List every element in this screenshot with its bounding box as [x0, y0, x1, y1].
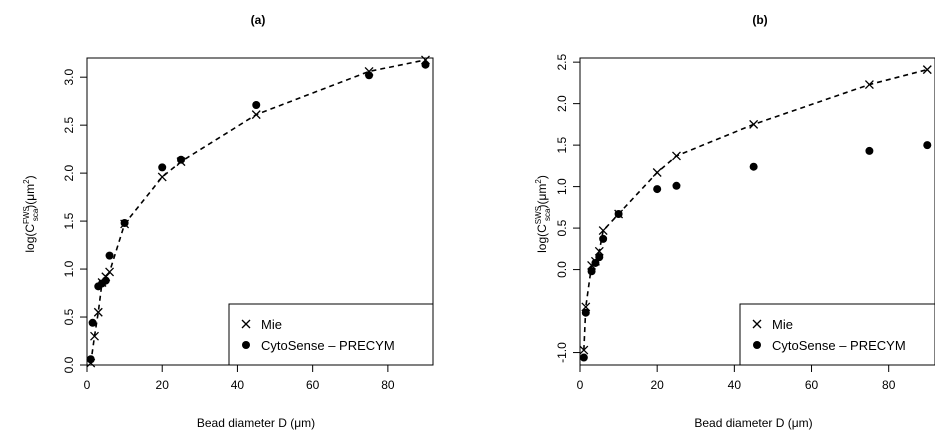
- legend-label: CytoSense – PRECYM: [261, 338, 395, 353]
- cytosense-point: [672, 181, 681, 190]
- x-tick-label: 60: [306, 378, 320, 392]
- mie-point-stroke: [93, 307, 103, 317]
- mie-point: [93, 307, 103, 317]
- y-tick-label: 2.0: [62, 164, 76, 181]
- mie-point-stroke: [581, 302, 591, 312]
- chart-panel-a: (a) 0 20 40 60 80 0.0 0.5 1.0 1.5 2.0 2.5 3.0 Bead di…: [22, 13, 434, 430]
- y-tick-label: 1.0: [62, 260, 76, 277]
- cytosense-point: [86, 355, 95, 364]
- chart-panel-b: (b) 0 20 40 60 80 -1.0 0.0 0.5 1.0 1.5 2.0 2.5 Bead d…: [534, 13, 935, 430]
- cytosense-point: [599, 234, 608, 243]
- legend-label: CytoSense – PRECYM: [772, 338, 906, 353]
- cytosense-point: [120, 219, 129, 228]
- legend-box: [739, 303, 935, 366]
- legend-label: Mie: [261, 317, 282, 332]
- x-axis-label: Bead diameter D (μm): [694, 416, 812, 430]
- x-tick-label: 60: [805, 378, 819, 392]
- cytosense-point: [101, 276, 110, 285]
- x-tick-label: 0: [577, 378, 584, 392]
- y-tick-label: 2.5: [62, 116, 76, 133]
- x-tick-label: 20: [650, 378, 664, 392]
- mie-point: [105, 267, 115, 277]
- y-tick-label: 1.5: [555, 136, 569, 153]
- legend: Mie CytoSense – PRECYM: [739, 303, 935, 366]
- x-tick-label: 40: [728, 378, 742, 392]
- mie-point: [90, 331, 99, 341]
- chart-title: (b): [752, 13, 767, 27]
- cytosense-point: [923, 141, 932, 150]
- legend-label: Mie: [772, 317, 793, 332]
- cytosense-point: [105, 251, 114, 260]
- legend-x-marker: [241, 319, 251, 329]
- legend-dot-marker: [753, 341, 761, 349]
- cytosense-point: [865, 146, 874, 155]
- mie-point: [157, 172, 167, 182]
- legend: Mie CytoSense – PRECYM: [228, 303, 434, 366]
- mie-point: [598, 226, 608, 236]
- x-tick-label: 20: [156, 378, 170, 392]
- y-axis-label: log(CSWSsca)(μm2): [534, 175, 552, 253]
- mie-dashed-line: [89, 59, 426, 364]
- y-tick-label: 2.0: [555, 95, 569, 112]
- cytosense-point: [653, 185, 662, 194]
- mie-point-stroke: [579, 345, 589, 355]
- cytosense-point: [579, 353, 588, 362]
- chart-title: (a): [251, 13, 266, 27]
- y-tick-label: 0.0: [62, 356, 76, 373]
- mie-point: [581, 302, 591, 312]
- cytosense-point: [591, 258, 600, 267]
- y-tick-label: 1.0: [555, 178, 569, 195]
- cytosense-point: [581, 308, 590, 317]
- mie-point: [922, 65, 932, 75]
- mie-point-stroke: [594, 246, 604, 256]
- y-tick-label: 2.5: [555, 53, 569, 70]
- cytosense-point: [749, 162, 758, 171]
- cytosense-point: [158, 163, 167, 172]
- mie-point-stroke: [157, 172, 167, 182]
- y-tick-label: 3.0: [62, 69, 76, 86]
- mie-point: [594, 246, 604, 256]
- mie-point-stroke: [922, 65, 932, 75]
- cytosense-point: [587, 267, 596, 276]
- y-axis-label: log(CFWSsca)(μm2): [22, 175, 40, 252]
- cytosense-point: [88, 318, 97, 327]
- legend-x-marker: [752, 319, 762, 329]
- x-axis-label: Bead diameter D (μm): [197, 416, 315, 430]
- x-tick-label: 80: [381, 378, 395, 392]
- legend-dot-marker: [242, 341, 250, 349]
- x-tick-label: 80: [882, 378, 896, 392]
- legend-box: [228, 303, 434, 366]
- mie-point-stroke: [864, 80, 874, 90]
- cytosense-point: [421, 60, 430, 69]
- cytosense-point: [595, 253, 604, 262]
- cytosense-point: [177, 155, 186, 164]
- y-tick-label: 0.5: [555, 219, 569, 236]
- mie-point-stroke: [251, 110, 261, 120]
- y-tick-label: -1.0: [555, 342, 569, 363]
- x-tick-label: 0: [84, 378, 91, 392]
- mie-point: [672, 151, 681, 161]
- mie-point-stroke: [749, 119, 759, 129]
- x-tick-label: 40: [231, 378, 245, 392]
- mie-point: [579, 345, 589, 355]
- mie-point-stroke: [672, 151, 681, 161]
- mie-point-stroke: [598, 226, 608, 236]
- mie-point-stroke: [105, 267, 115, 277]
- cytosense-point: [365, 71, 374, 80]
- y-tick-label: 0.5: [62, 308, 76, 325]
- mie-point-stroke: [652, 168, 662, 177]
- y-tick-label: 0.0: [555, 261, 569, 278]
- mie-point: [251, 110, 261, 120]
- cytosense-point: [614, 209, 623, 218]
- mie-point-stroke: [90, 331, 99, 341]
- y-tick-label: 1.5: [62, 212, 76, 229]
- mie-point: [864, 80, 874, 90]
- mie-point: [652, 168, 662, 177]
- cytosense-point: [252, 101, 261, 110]
- mie-point: [749, 119, 759, 129]
